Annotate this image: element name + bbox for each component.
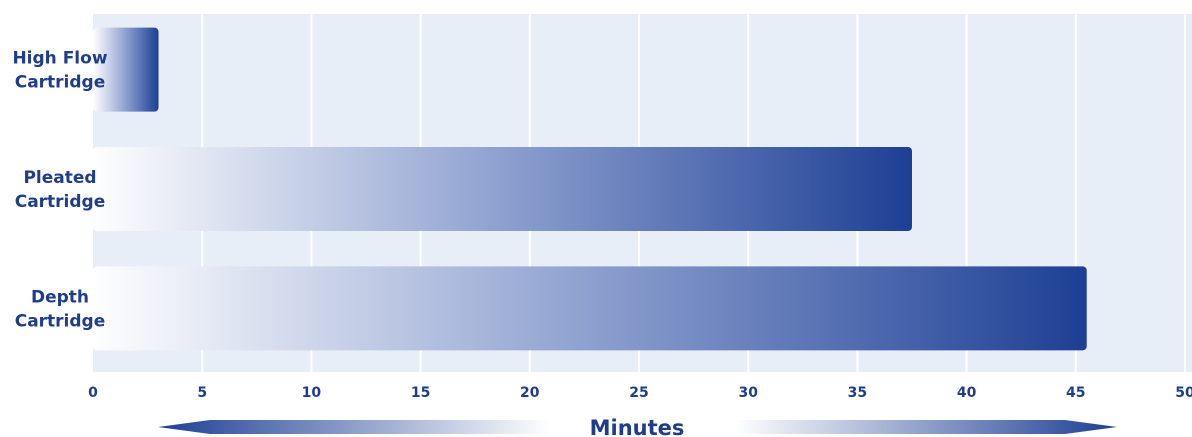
x-tick-label: 15	[411, 385, 430, 401]
bar-pleated-cartridge	[93, 147, 912, 231]
x-tick-label: 20	[520, 385, 540, 401]
bars-layer	[93, 27, 1087, 351]
x-tick-labels: 0 5 10 15 20 25 30 35 40 45 50	[88, 385, 1192, 401]
bar-depth-cartridge	[93, 266, 1087, 351]
arrow-right-icon	[735, 420, 1117, 434]
x-axis-label: Minutes	[590, 416, 685, 437]
x-tick-label: 30	[738, 385, 758, 401]
axis-arrow: Minutes	[158, 416, 1117, 437]
x-tick-label: 35	[848, 385, 867, 401]
x-tick-label: 25	[629, 385, 648, 401]
x-tick-label: 5	[197, 385, 207, 401]
x-tick-label: 10	[302, 385, 322, 401]
category-label: Pleated Cartridge	[15, 168, 106, 212]
category-labels: High Flow Cartridge Pleated Cartridge Depth C…	[12, 49, 107, 332]
category-label: High Flow Cartridge	[12, 49, 107, 93]
arrow-left-icon	[158, 420, 550, 434]
x-tick-label: 40	[957, 385, 977, 401]
category-label: Depth Cartridge	[15, 287, 106, 331]
x-tick-label: 45	[1066, 385, 1085, 401]
x-tick-label: 0	[88, 385, 98, 401]
x-tick-label: 50	[1175, 385, 1192, 401]
bar-high-flow-cartridge	[93, 27, 159, 112]
